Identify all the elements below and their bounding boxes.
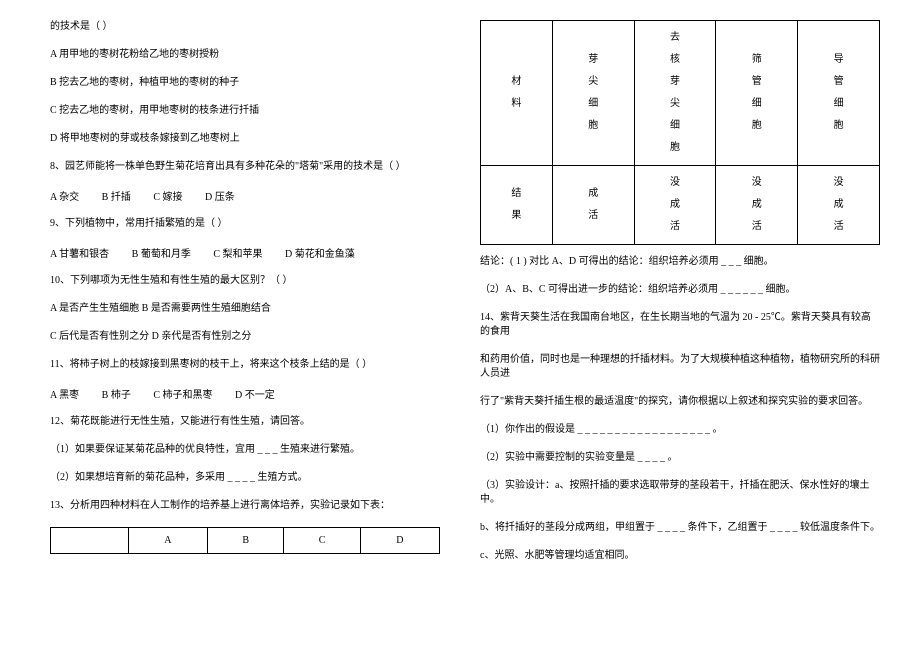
q14-3b: b、将扦插好的茎段分成两组，甲组置于 _ _ _ _ 条件下，乙组置于 _ _ … [480,521,880,535]
conclusion-2: （2）A、B、C 可得出进一步的结论：组织培养必须用 _ _ _ _ _ _ 细… [480,283,880,297]
q9-a: A 甘薯和银杏 [50,249,109,260]
q14-line2: 和药用价值，同时也是一种理想的扦插材料。为了大规模种植这种植物，植物研究所的科研… [480,353,880,381]
q8-options: A 杂交 B 扦插 C 嫁接 D 压条 [50,188,440,203]
q8-a: A 杂交 [50,192,79,203]
q11-c: C 柿子和黑枣 [153,390,212,401]
q9-c: C 梨和苹果 [213,249,262,260]
q11: 11、将柿子树上的枝嫁接到黑枣树的枝干上，将来这个枝条上结的是（ ） [50,358,440,372]
cell-b-res: 没成活 [634,166,716,245]
cell-a-res: 成活 [552,166,634,245]
cell-b-mat: 去核芽尖细胞 [634,21,716,166]
col-d: D [360,528,439,554]
q9: 9、下列植物中，常用扦插繁殖的是（ ） [50,217,440,231]
q14-1: （1）你作出的假设是 _ _ _ _ _ _ _ _ _ _ _ _ _ _ _… [480,423,880,437]
q14-2: （2）实验中需要控制的实验变量是 _ _ _ _ 。 [480,451,880,465]
col-c: C [284,528,360,554]
q10: 10、下列哪项为无性生殖和有性生殖的最大区别？（ ） [50,274,440,288]
q14-line1: 14、紫背天葵生活在我国南台地区，在生长期当地的气温为 20 - 25℃。紫背天… [480,311,880,339]
q9-options: A 甘薯和银杏 B 葡萄和月季 C 梨和苹果 D 菊花和金鱼藻 [50,245,440,260]
q11-a: A 黑枣 [50,390,79,401]
conclusion-1: 结论：( 1 ) 对比 A、D 可得出的结论：组织培养必须用 _ _ _ 细胞。 [480,255,880,269]
q14-line3: 行了"紫背天葵扦插生根的最适温度"的探究，请你根据以上叙述和探究实验的要求回答。 [480,395,880,409]
q7-opt-c: C 挖去乙地的枣树，用甲地枣树的枝条进行扦插 [50,104,440,118]
q11-options: A 黑枣 B 柿子 C 柿子和黑枣 D 不一定 [50,386,440,401]
col-b: B [207,528,283,554]
cell-d-mat: 导管细胞 [798,21,880,166]
q13-table-header: A B C D [50,527,440,554]
q13: 13、分析用四种材料在人工制作的培养基上进行离体培养，实验记录如下表： [50,499,440,513]
q8: 8、园艺师能将一株单色野生菊花培育出具有多种花朵的"塔菊"采用的技术是（ ） [50,160,440,174]
q9-d: D 菊花和金鱼藻 [285,249,355,260]
q11-b: B 柿子 [102,390,131,401]
experiment-table: 材料 芽尖细胞 去核芽尖细胞 筛管细胞 导管细胞 结果 成活 没成活 没成活 没… [480,20,880,245]
cell-c-mat: 筛管细胞 [716,21,798,166]
cell-a-mat: 芽尖细胞 [552,21,634,166]
q12-2: （2）如果想培育新的菊花品种，多采用 _ _ _ _ 生殖方式。 [50,471,440,485]
cell-d-res: 没成活 [798,166,880,245]
col-a: A [128,528,207,554]
q14-3c: c、光照、水肥等管理均适宜相同。 [480,549,880,563]
q12-1: （1）如果要保证某菊花品种的优良特性，宜用 _ _ _ 生殖来进行繁殖。 [50,443,440,457]
cell-c-res: 没成活 [716,166,798,245]
q12: 12、菊花既能进行无性生殖，又能进行有性生殖，请回答。 [50,415,440,429]
q14-3a: （3）实验设计：a、按照扦插的要求选取带芽的茎段若干，扦插在肥沃、保水性好的壤土… [480,479,880,507]
q7-opt-a: A 用甲地的枣树花粉给乙地的枣树授粉 [50,48,440,62]
q10-ab: A 是否产生生殖细胞 B 是否需要两性生殖细胞结合 [50,302,440,316]
q7-opt-b: B 挖去乙地的枣树，种植甲地的枣树的种子 [50,76,440,90]
q8-d: D 压条 [205,192,235,203]
q-stem-cont: 的技术是（ ） [50,20,440,34]
q10-cd: C 后代是否有性别之分 D 亲代是否有性别之分 [50,330,440,344]
q11-d: D 不一定 [235,390,275,401]
q7-opt-d: D 将甲地枣树的芽或枝条嫁接到乙地枣树上 [50,132,440,146]
row-result: 结果 [481,166,553,245]
q8-b: B 扦插 [102,192,131,203]
row-material: 材料 [481,21,553,166]
q8-c: C 嫁接 [153,192,182,203]
q9-b: B 葡萄和月季 [132,249,191,260]
